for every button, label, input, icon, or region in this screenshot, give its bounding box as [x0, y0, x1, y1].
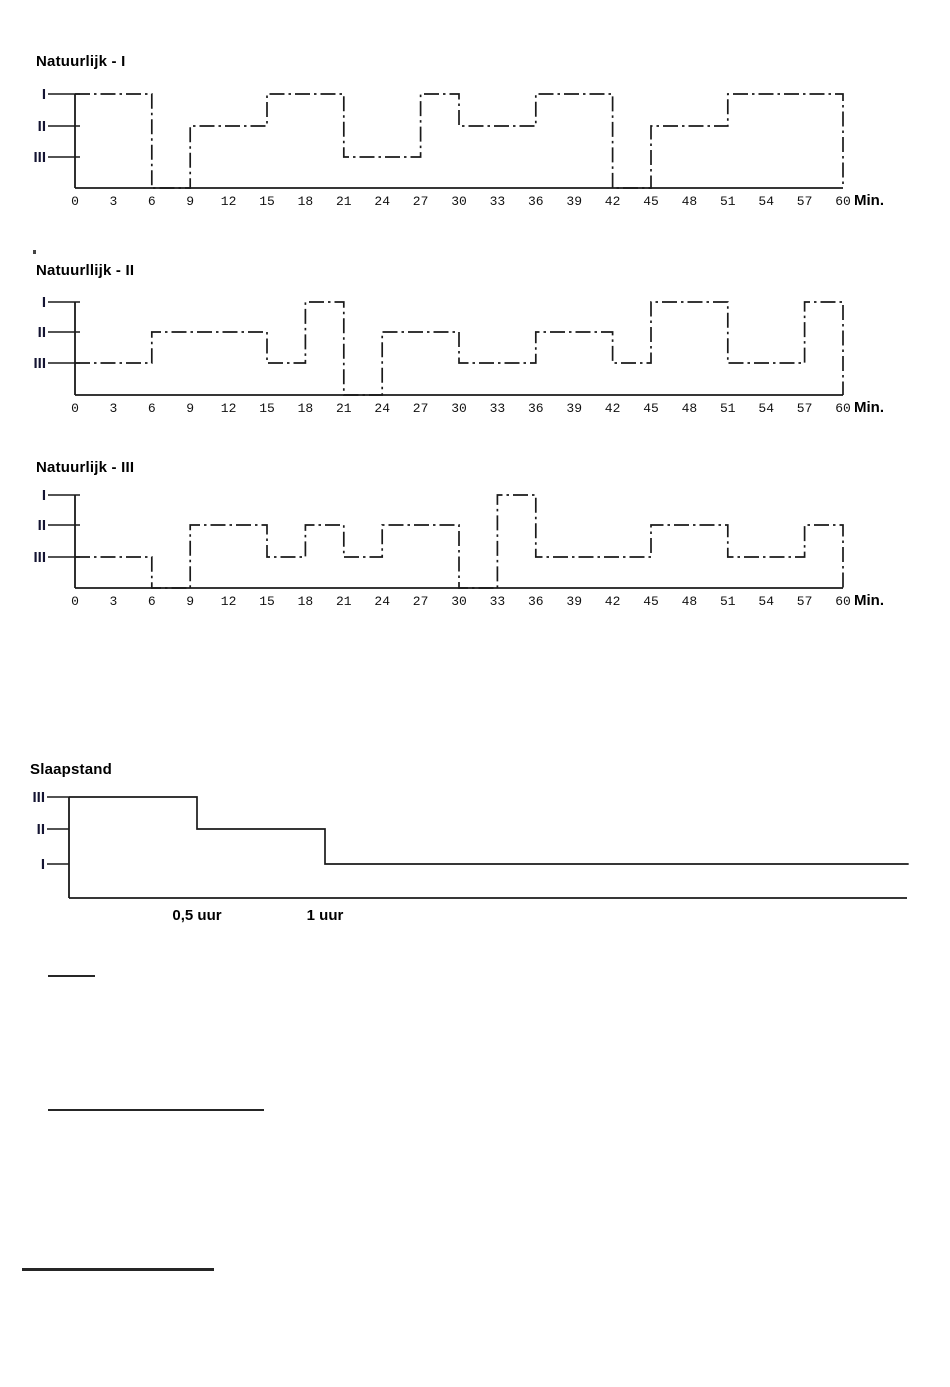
- x-tick-label: 6: [148, 401, 156, 416]
- x-tick-label: 57: [797, 594, 813, 609]
- x-tick-label: 3: [109, 594, 117, 609]
- x-tick-label: 27: [413, 194, 429, 209]
- x-tick-label: 45: [643, 594, 659, 609]
- step-line: [75, 301, 844, 396]
- x-tick-label: 24: [374, 401, 390, 416]
- x-tick-label: 18: [298, 194, 314, 209]
- x-tick-label: 39: [566, 594, 582, 609]
- x-tick-label: 36: [528, 401, 544, 416]
- x-tick-label: 0: [71, 594, 79, 609]
- x-tick-label: 48: [682, 594, 698, 609]
- x-tick-label: 57: [797, 194, 813, 209]
- x-tick-label: 15: [259, 401, 275, 416]
- x-tick-label: 48: [682, 194, 698, 209]
- x-tick-label: 27: [413, 594, 429, 609]
- x-tick-label: 33: [490, 594, 506, 609]
- x-tick-label: 42: [605, 594, 621, 609]
- x-tick-label: 27: [413, 401, 429, 416]
- chart-title-natuurlijk-3: Natuurlijk - III: [36, 459, 135, 476]
- x-tick-label: 9: [186, 594, 194, 609]
- x-tick-label: 60: [835, 194, 851, 209]
- y-axis-label: II: [38, 324, 46, 341]
- x-tick-label: 9: [186, 401, 194, 416]
- y-axis-label: III: [33, 149, 46, 166]
- x-tick-label: 48: [682, 401, 698, 416]
- y-axis-label: I: [42, 86, 46, 103]
- step-line: [75, 93, 844, 189]
- x-tick-label: 30: [451, 194, 467, 209]
- y-axis-label: II: [37, 821, 45, 838]
- x-tick-label: 18: [298, 594, 314, 609]
- x-tick-label: 12: [221, 194, 237, 209]
- x-tick-label: 18: [298, 401, 314, 416]
- x-tick-label: 21: [336, 401, 352, 416]
- x-tick-label: 0: [71, 401, 79, 416]
- x-tick-label: 30: [451, 594, 467, 609]
- step-line: [75, 494, 844, 589]
- x-tick-label: 51: [720, 401, 736, 416]
- x-tick-label: 36: [528, 194, 544, 209]
- y-axis-label: III: [33, 355, 46, 372]
- answer-line-short: [48, 975, 95, 977]
- y-axis-label: II: [38, 517, 46, 534]
- x-tick-label: 51: [720, 594, 736, 609]
- x-tick-label: 15: [259, 594, 275, 609]
- x-tick-label: 30: [451, 401, 467, 416]
- x-tick-label: 24: [374, 594, 390, 609]
- x-tick-label: 54: [758, 194, 774, 209]
- x-tick-label: 57: [797, 401, 813, 416]
- x-unit-label: Min.: [854, 399, 884, 416]
- x-tick-label: 0: [71, 194, 79, 209]
- y-axis-label: I: [41, 856, 45, 873]
- x-tick-label: 39: [566, 401, 582, 416]
- x-tick-label: 60: [835, 594, 851, 609]
- step-line: [69, 796, 909, 865]
- x-unit-label: Min.: [854, 192, 884, 209]
- x-tick-label: 54: [758, 401, 774, 416]
- y-axis-label: I: [42, 294, 46, 311]
- x-tick-label: 9: [186, 194, 194, 209]
- x-tick-label: 15: [259, 194, 275, 209]
- stray-mark: [33, 250, 36, 254]
- x-unit-label: Min.: [854, 592, 884, 609]
- x-tick-label: 51: [720, 194, 736, 209]
- answer-line-long: [22, 1268, 214, 1271]
- answer-line-medium: [48, 1109, 264, 1111]
- x-tick-label: 42: [605, 401, 621, 416]
- x-tick-label: 21: [336, 194, 352, 209]
- x-tick-label: 33: [490, 194, 506, 209]
- x-tick-label: 60: [835, 401, 851, 416]
- x-tick-label: 6: [148, 194, 156, 209]
- x-tick-label: 12: [221, 401, 237, 416]
- x-tick-label: 33: [490, 401, 506, 416]
- y-axis-label: I: [42, 487, 46, 504]
- x-tick-label: 45: [643, 194, 659, 209]
- y-axis-label: II: [38, 118, 46, 135]
- x-tick-label: 3: [109, 401, 117, 416]
- y-axis-label: III: [32, 789, 45, 806]
- chart-title-slaapstand: Slaapstand: [30, 761, 113, 778]
- y-axis-label: III: [33, 549, 46, 566]
- x-tick-label: 6: [148, 594, 156, 609]
- x-tick-label: 54: [758, 594, 774, 609]
- x-tick-label: 12: [221, 594, 237, 609]
- x-tick-label: 3: [109, 194, 117, 209]
- x-tick-label: 36: [528, 594, 544, 609]
- x-annotation-label: 0,5 uur: [172, 907, 221, 924]
- x-tick-label: 42: [605, 194, 621, 209]
- x-tick-label: 24: [374, 194, 390, 209]
- chart-title-natuurlijk-2: Natuurllijk - II: [36, 262, 135, 279]
- x-tick-label: 39: [566, 194, 582, 209]
- x-tick-label: 45: [643, 401, 659, 416]
- chart-title-natuurlijk-1: Natuurlijk - I: [36, 53, 126, 70]
- x-annotation-label: 1 uur: [307, 907, 344, 924]
- x-tick-label: 21: [336, 594, 352, 609]
